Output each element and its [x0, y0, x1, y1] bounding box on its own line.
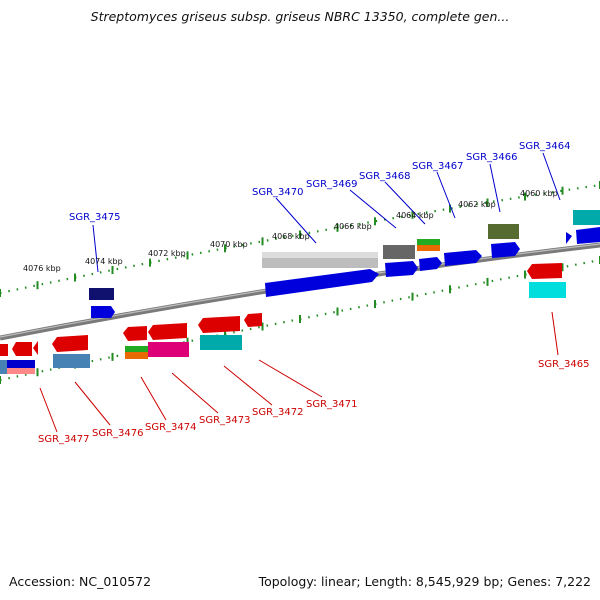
gene-label-sgr-3477[interactable]: SGR_3477	[38, 434, 90, 445]
ruler-label: 4062 kbp	[458, 200, 496, 209]
plus-strand-genes	[89, 210, 600, 318]
ruler-label: 4072 kbp	[148, 249, 186, 258]
gene-label-sgr-3473[interactable]: SGR_3473	[199, 415, 251, 426]
gene-label-sgr-3468[interactable]: SGR_3468	[359, 171, 411, 182]
ruler-label: 4064 kbp	[396, 211, 434, 220]
ruler-label: 4066 kbp	[334, 222, 372, 231]
gene-label-sgr-3467[interactable]: SGR_3467	[412, 161, 464, 172]
minus-strand-genes	[0, 263, 566, 374]
ruler-label: 4060 kbp	[520, 189, 558, 198]
accession-text: Accession: NC_010572	[9, 574, 152, 589]
gene-label-sgr-3471[interactable]: SGR_3471	[306, 399, 358, 410]
ruler-label: 4074 kbp	[85, 257, 123, 266]
ruler-label: 4068 kbp	[272, 232, 310, 241]
top-leader-lines	[92, 152, 561, 273]
gene-label-sgr-3472[interactable]: SGR_3472	[252, 407, 304, 418]
bottom-leader-lines	[39, 311, 559, 433]
ruler-label: 4076 kbp	[23, 264, 61, 273]
gene-label-sgr-3466[interactable]: SGR_3466	[466, 152, 518, 163]
gene-label-sgr-3464[interactable]: SGR_3464	[519, 141, 571, 152]
topology-text: Topology: linear; Length: 8,545,929 bp; …	[258, 574, 591, 589]
gene-label-sgr-3465[interactable]: SGR_3465	[538, 359, 590, 370]
gene-label-sgr-3476[interactable]: SGR_3476	[92, 428, 144, 439]
gene-label-sgr-3475[interactable]: SGR_3475	[69, 212, 121, 223]
gene-label-sgr-3469[interactable]: SGR_3469	[306, 179, 358, 190]
gene-label-sgr-3470[interactable]: SGR_3470	[252, 187, 304, 198]
map-title: Streptomyces griseus subsp. griseus NBRC…	[90, 9, 510, 24]
gene-label-sgr-3474[interactable]: SGR_3474	[145, 422, 197, 433]
ruler-label: 4070 kbp	[210, 240, 248, 249]
ruler-upper	[0, 181, 600, 297]
